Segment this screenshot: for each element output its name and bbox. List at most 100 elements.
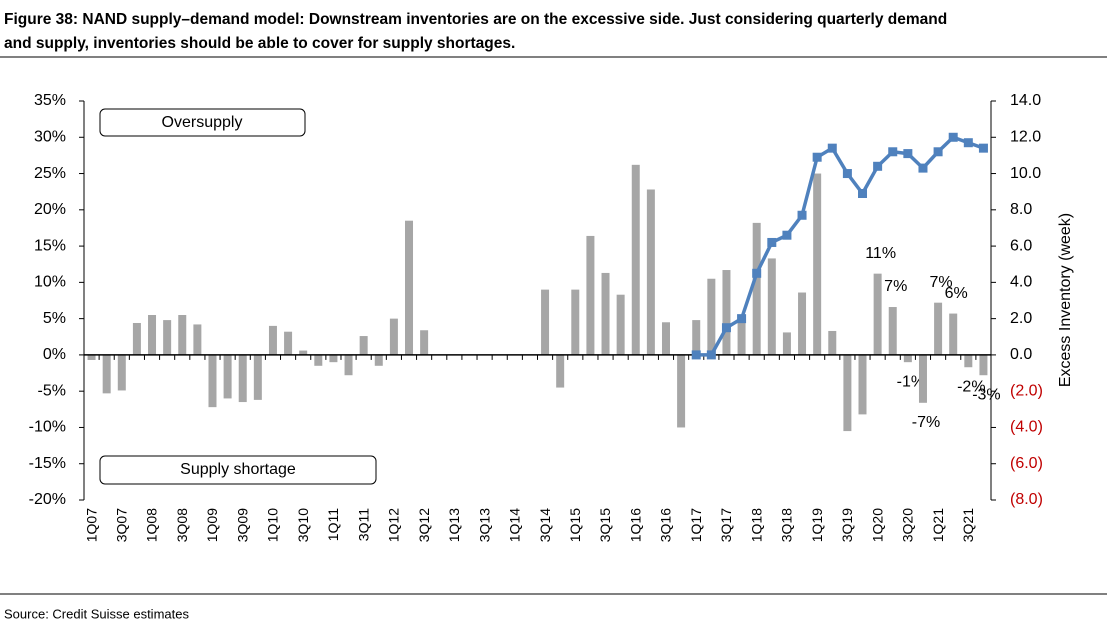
line-marker [933,147,943,157]
x-tick-label: 1Q08 [144,508,160,542]
line-marker [858,188,868,198]
y-tick-label: 5% [43,310,66,327]
y-tick-label: -10% [29,419,66,436]
x-tick-label: 1Q07 [83,508,99,542]
chart-title-line2: and supply, inventories should be able t… [4,35,515,52]
bar [752,222,761,355]
bar [858,354,867,415]
y2-axis-label: Excess Inventory (week) [1057,213,1074,387]
bar [677,354,686,428]
line-marker [691,350,701,360]
bar [888,307,897,355]
x-tick-label: 3Q21 [960,508,976,542]
bar [918,354,927,403]
bar [813,173,822,355]
y-tick-label: -15% [29,455,66,472]
bar [163,320,172,355]
annotation-box [99,108,306,137]
y2-tick-label: (8.0) [1010,491,1043,508]
data-label: 7% [930,274,953,291]
bar [541,289,550,355]
x-tick-label: 1Q14 [507,508,523,542]
x-tick-label: 3Q09 [234,508,250,542]
line-marker [978,143,988,153]
bar [873,273,882,355]
x-tick-label: 1Q18 [748,508,764,542]
bar [284,331,293,355]
line-marker [963,138,973,148]
bar [238,354,247,403]
bar [268,325,277,355]
x-tick-label: 1Q17 [688,508,704,542]
x-tick-label: 1Q12 [386,508,402,542]
bar [934,302,943,355]
annotation: Oversupply [162,114,243,131]
line-marker [767,237,777,247]
x-tick-label: 1Q21 [930,508,946,542]
y2-tick-label: 6.0 [1010,237,1032,254]
y2-tick-label: 14.0 [1010,92,1041,109]
bar [132,322,141,355]
data-label: 7% [884,278,907,295]
source: Source: Credit Suisse estimates [4,606,189,621]
x-tick-label: 3Q10 [295,508,311,542]
y2-tick-label: (6.0) [1010,455,1043,472]
bar [420,330,429,355]
bar [631,164,640,355]
chart-title-line1: Figure 38: NAND supply–demand model: Dow… [4,11,947,28]
y-tick-label: 30% [34,128,66,145]
annotation-box [99,455,377,485]
bar [299,350,308,355]
y2-tick-label: 4.0 [1010,274,1032,291]
line-marker [797,210,807,220]
bar [193,324,202,355]
x-tick-label: 1Q20 [869,508,885,542]
x-tick-label: 1Q11 [325,508,341,541]
bar [722,270,731,355]
line-marker [752,268,762,278]
line-marker [842,169,852,179]
y-tick-label: 20% [34,201,66,218]
bar [314,354,323,366]
x-tick-label: 3Q16 [658,508,674,542]
bar [102,354,111,394]
bar [692,320,701,355]
bar [178,315,187,355]
bar [661,322,670,355]
bar [359,336,368,355]
y2-tick-label: 8.0 [1010,201,1032,218]
x-tick-label: 3Q19 [839,508,855,542]
x-tick-label: 1Q19 [809,508,825,542]
x-tick-label: 3Q14 [537,508,553,542]
bar [329,354,338,363]
y-tick-label: 15% [34,237,66,254]
bar [556,354,565,388]
data-label: 6% [945,285,968,302]
y-tick-label: 35% [34,92,66,109]
bar [964,354,973,368]
bar [798,292,807,355]
y-tick-label: 0% [43,346,66,363]
y-tick-label: -5% [38,382,66,399]
line-marker [812,152,822,162]
x-tick-label: 3Q20 [900,508,916,542]
y2-tick-label: (2.0) [1010,382,1043,399]
x-tick-label: 1Q13 [446,508,462,542]
line-marker [873,161,883,171]
bar [87,354,96,360]
line-marker [721,323,731,333]
y-tick-label: 10% [34,274,66,291]
line-marker [903,149,913,159]
x-tick-label: 1Q16 [627,508,643,542]
bar [949,313,958,355]
data-label: -1% [897,373,925,390]
bar [707,278,716,355]
line-marker [737,314,747,324]
bar [782,332,791,355]
bar [903,354,912,363]
data-label: -2% [957,378,985,395]
bar [117,354,126,391]
line-marker [948,132,958,142]
